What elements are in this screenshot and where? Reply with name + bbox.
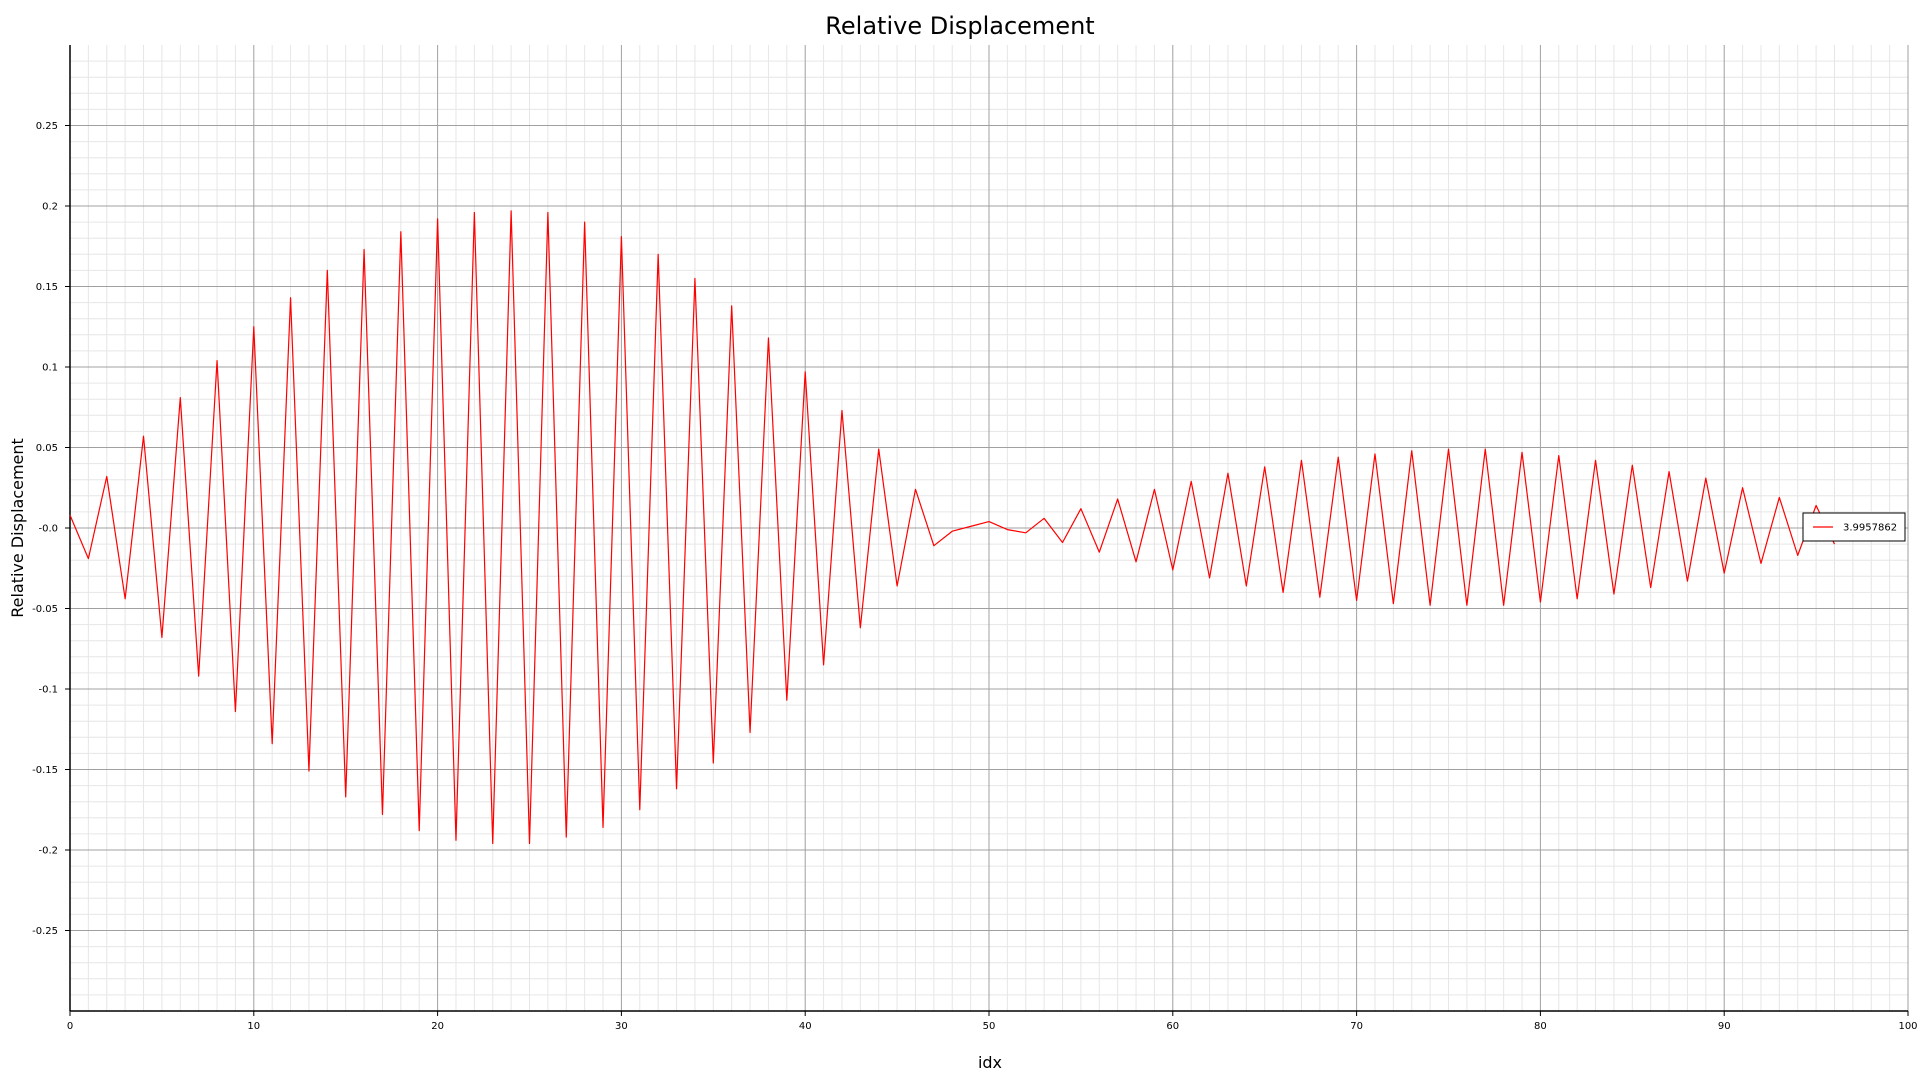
- x-tick-label: 60: [1166, 1021, 1179, 1032]
- y-axis-ticks: 0.25 0.2 0.15 0.1 0.05 -0.0 -0.05 -0.1 -0.15 -0.2…: [32, 121, 70, 937]
- y-tick-label: 0.05: [36, 443, 58, 454]
- legend[interactable]: 3.9957862: [1802, 512, 1906, 542]
- y-tick-label: 0.25: [36, 121, 58, 132]
- series-line: [69, 210, 1836, 845]
- x-tick-label: 100: [1898, 1021, 1917, 1032]
- x-axis-title: idx: [978, 1053, 1002, 1072]
- chart-title: Relative Displacement: [825, 12, 1094, 40]
- x-tick-label: 50: [983, 1021, 996, 1032]
- x-tick-label: 10: [247, 1021, 260, 1032]
- y-tick-label: 0.1: [42, 363, 58, 374]
- y-tick-label: -0.05: [32, 604, 58, 615]
- x-tick-label: 40: [799, 1021, 812, 1032]
- legend-label: 3.9957862: [1843, 523, 1897, 534]
- y-tick-label: -0.0: [38, 524, 58, 535]
- y-tick-label: 0.2: [42, 202, 58, 213]
- x-tick-label: 80: [1534, 1021, 1547, 1032]
- y-axis-title: Relative Displacement: [8, 438, 27, 618]
- y-tick-label: -0.1: [38, 685, 58, 696]
- series-layer: [69, 210, 1836, 845]
- y-tick-label: -0.2: [38, 846, 58, 857]
- x-tick-label: 0: [67, 1021, 73, 1032]
- y-tick-label: -0.15: [32, 765, 58, 776]
- x-tick-label: 70: [1350, 1021, 1363, 1032]
- x-tick-label: 20: [431, 1021, 444, 1032]
- x-axis-ticks: 0 10 20 30 40 50 60 70 80 90 100: [67, 1011, 1918, 1032]
- x-tick-label: 30: [615, 1021, 628, 1032]
- x-tick-label: 90: [1718, 1021, 1731, 1032]
- major-grid: [69, 45, 1909, 1011]
- y-tick-label: 0.15: [36, 282, 58, 293]
- y-tick-label: -0.25: [32, 926, 58, 937]
